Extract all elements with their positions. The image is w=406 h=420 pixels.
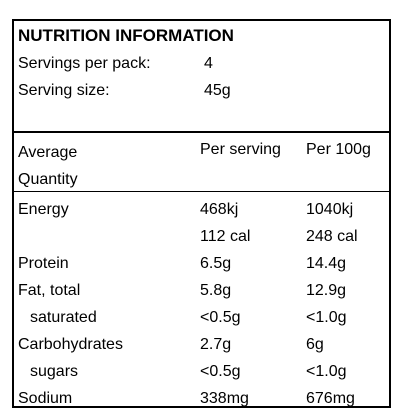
table-row: saturated <0.5g <1.0g <box>14 304 389 331</box>
per-100g-value: <1.0g <box>306 363 347 380</box>
column-per-100g: Per 100g <box>306 141 371 158</box>
nutrient-name: Protein <box>18 255 69 272</box>
table-row: Fat, total 5.8g 12.9g <box>14 277 389 304</box>
per-100g-value: 14.4g <box>306 255 347 272</box>
nutrition-panel: NUTRITION INFORMATION Servings per pack:… <box>12 19 391 408</box>
nutrient-name: sugars <box>30 363 79 380</box>
table-row: Sodium 338mg 676mg <box>14 385 389 412</box>
per-serving-value: 2.7g <box>200 336 232 353</box>
table-row: Carbohydrates 2.7g 6g <box>14 331 389 358</box>
per-100g-value: 12.9g <box>306 282 347 299</box>
table-row: 112 cal 248 cal <box>14 223 389 250</box>
column-per-serving: Per serving <box>200 141 281 158</box>
per-100g-value: 6g <box>306 336 324 353</box>
per-100g-value: 676mg <box>306 390 355 407</box>
servings-label: Servings per pack: <box>18 55 151 72</box>
panel-header: NUTRITION INFORMATION Servings per pack:… <box>14 21 389 133</box>
per-serving-value: 338mg <box>200 390 249 407</box>
column-header: Average Quantity Per serving Per 100g <box>14 133 389 192</box>
column-quantity: Average Quantity <box>18 139 78 193</box>
serving-size-value: 45g <box>204 82 231 99</box>
per-serving-value: 6.5g <box>200 255 232 272</box>
nutrient-name: saturated <box>30 309 97 326</box>
nutrient-name: Sodium <box>18 390 73 407</box>
column-quantity-line1: Average <box>18 144 78 161</box>
per-100g-value: 1040kj <box>306 201 354 218</box>
per-serving-value: 112 cal <box>200 228 251 245</box>
per-100g-value: <1.0g <box>306 309 347 326</box>
table-row: sugars <0.5g <1.0g <box>14 358 389 385</box>
servings-value: 4 <box>204 55 213 72</box>
per-serving-value: <0.5g <box>200 363 241 380</box>
per-serving-value: 5.8g <box>200 282 232 299</box>
nutrient-name: Fat, total <box>18 282 81 299</box>
per-serving-value: 468kj <box>200 201 239 218</box>
nutrient-name: Energy <box>18 201 69 218</box>
column-quantity-line2: Quantity <box>18 171 78 188</box>
panel-title: NUTRITION INFORMATION <box>18 26 234 45</box>
per-serving-value: <0.5g <box>200 309 241 326</box>
table-row: Protein 6.5g 14.4g <box>14 250 389 277</box>
nutrient-name: Carbohydrates <box>18 336 123 353</box>
serving-size-label: Serving size: <box>18 82 110 99</box>
table-row: Energy 468kj 1040kj <box>14 196 389 223</box>
per-100g-value: 248 cal <box>306 228 358 245</box>
